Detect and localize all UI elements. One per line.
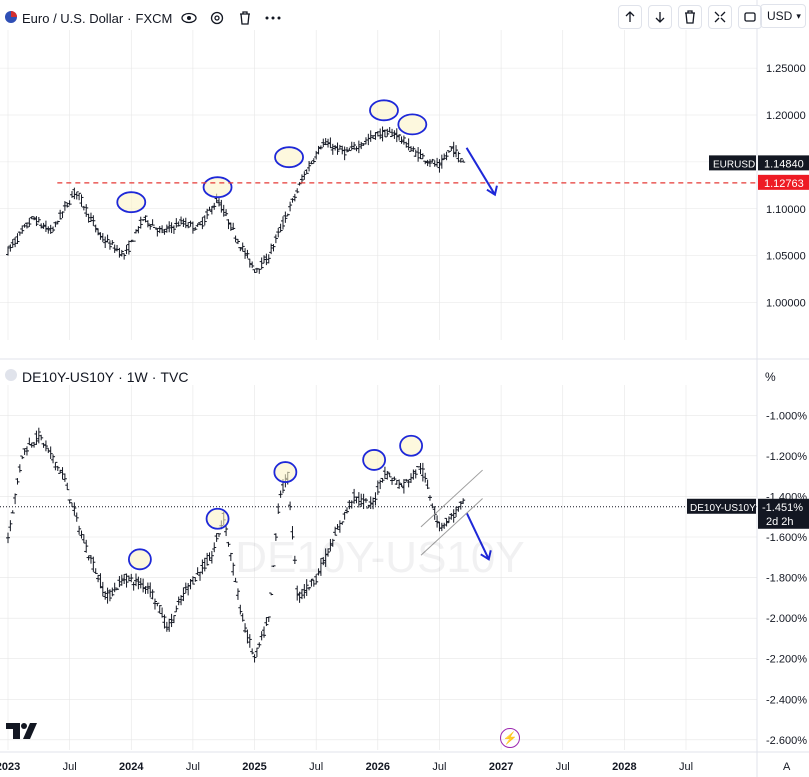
pane-toolbar	[618, 5, 762, 29]
highlight-circle	[274, 146, 304, 169]
x-tick-label: Jul	[63, 761, 77, 773]
bar-countdown: 2d 2h	[766, 516, 794, 528]
last-price-tag: -1.451%	[762, 502, 803, 514]
y-tick-label: 1.00000	[766, 298, 806, 310]
x-tick-label: Jul	[556, 761, 570, 773]
channel-line	[420, 469, 483, 528]
lightning-icon[interactable]: ⚡	[500, 728, 520, 748]
symbol-watermark: DE10Y-US10Y	[235, 533, 524, 582]
x-tick-label: 2026	[366, 761, 390, 773]
auto-scale-label: A	[783, 761, 791, 773]
eye-icon[interactable]	[178, 8, 200, 28]
y-tick-label: -2.200%	[766, 654, 807, 666]
last-price-tag: 1.14840	[764, 158, 804, 170]
eurusd-series	[6, 126, 466, 274]
collapse-icon[interactable]	[708, 5, 732, 29]
arrow-down-icon[interactable]	[648, 5, 672, 29]
settings-icon[interactable]	[206, 8, 228, 28]
x-tick-label: 2025	[242, 761, 266, 773]
arrow-up-icon[interactable]	[618, 5, 642, 29]
highlight-circle	[205, 507, 230, 530]
level-tag: 1.12763	[764, 178, 804, 190]
y-tick-label: 1.25000	[766, 63, 806, 75]
maximize-icon[interactable]	[738, 5, 762, 29]
y-tick-label: -1.800%	[766, 573, 807, 585]
forecast-arrow-shaft	[465, 512, 490, 560]
symbol-tag-bg	[709, 155, 756, 171]
symbol-tag-bg	[687, 498, 756, 514]
spread-symbol[interactable]: DE10Y-US10Y	[22, 368, 115, 385]
x-tick-label: 2028	[612, 761, 636, 773]
x-tick-label: 2023	[0, 761, 20, 773]
x-tick-label: 2024	[119, 761, 144, 773]
tradingview-logo	[6, 722, 38, 745]
bottom-legend: DE10Y-US10Y · 1W · TVC	[4, 368, 188, 385]
y-tick-label: -2.600%	[766, 735, 807, 747]
highlight-circle	[369, 99, 399, 122]
interval: 1W	[126, 368, 148, 385]
top-legend: Euro / U.S. Dollar · FXCM	[4, 8, 284, 28]
highlight-circle	[399, 434, 424, 457]
last-price-tag-bg	[758, 155, 809, 171]
highlight-circle	[202, 176, 233, 199]
y-tick-label: -1.600%	[766, 532, 807, 544]
symbol-name[interactable]: Euro / U.S. Dollar	[22, 10, 124, 26]
exchange-name: FXCM	[135, 10, 173, 26]
x-tick-label: Jul	[309, 761, 323, 773]
y-tick-label: -1.000%	[766, 410, 807, 422]
highlight-circle	[397, 113, 428, 136]
scale-unit[interactable]: %	[765, 370, 776, 384]
annotations: DE10Y-US10Y	[0, 99, 757, 582]
y-tick-label: 1.10000	[766, 204, 806, 216]
x-tick-label: 2027	[489, 761, 513, 773]
highlight-circle	[273, 461, 298, 483]
spread-exchange: TVC	[160, 368, 189, 385]
gridlines	[0, 30, 757, 750]
trash-icon[interactable]	[234, 8, 256, 28]
level-tag-bg	[758, 174, 809, 190]
symbol-tag-label: DE10Y-US10Y	[690, 503, 756, 514]
y-tick-label: -2.000%	[766, 613, 807, 625]
symbol-tag-label: EURUSD	[713, 159, 755, 170]
eu-us-flag-icon	[4, 10, 18, 27]
highlight-circle	[128, 548, 152, 571]
highlight-circle	[362, 449, 387, 471]
last-price-tag-bg	[758, 498, 809, 529]
trash-icon[interactable]	[678, 5, 702, 29]
symbol-dot-icon	[4, 368, 18, 385]
forecast-arrow-head	[480, 550, 492, 561]
y-tick-label: 1.05000	[766, 251, 806, 263]
y-tick-label: -2.400%	[766, 694, 807, 706]
x-tick-label: Jul	[432, 761, 446, 773]
forecast-arrow-shaft	[465, 147, 496, 196]
channel-line	[420, 498, 483, 556]
more-icon[interactable]	[262, 8, 284, 28]
y-tick-label: -1.200%	[766, 451, 807, 463]
x-tick-label: Jul	[679, 761, 693, 773]
x-tick-label: Jul	[186, 761, 200, 773]
spread-series	[6, 427, 466, 663]
currency-button[interactable]: USD ▾	[760, 4, 806, 28]
forecast-arrow-head	[486, 185, 498, 197]
y-tick-label: 1.20000	[766, 110, 806, 122]
highlight-circle	[116, 191, 147, 214]
